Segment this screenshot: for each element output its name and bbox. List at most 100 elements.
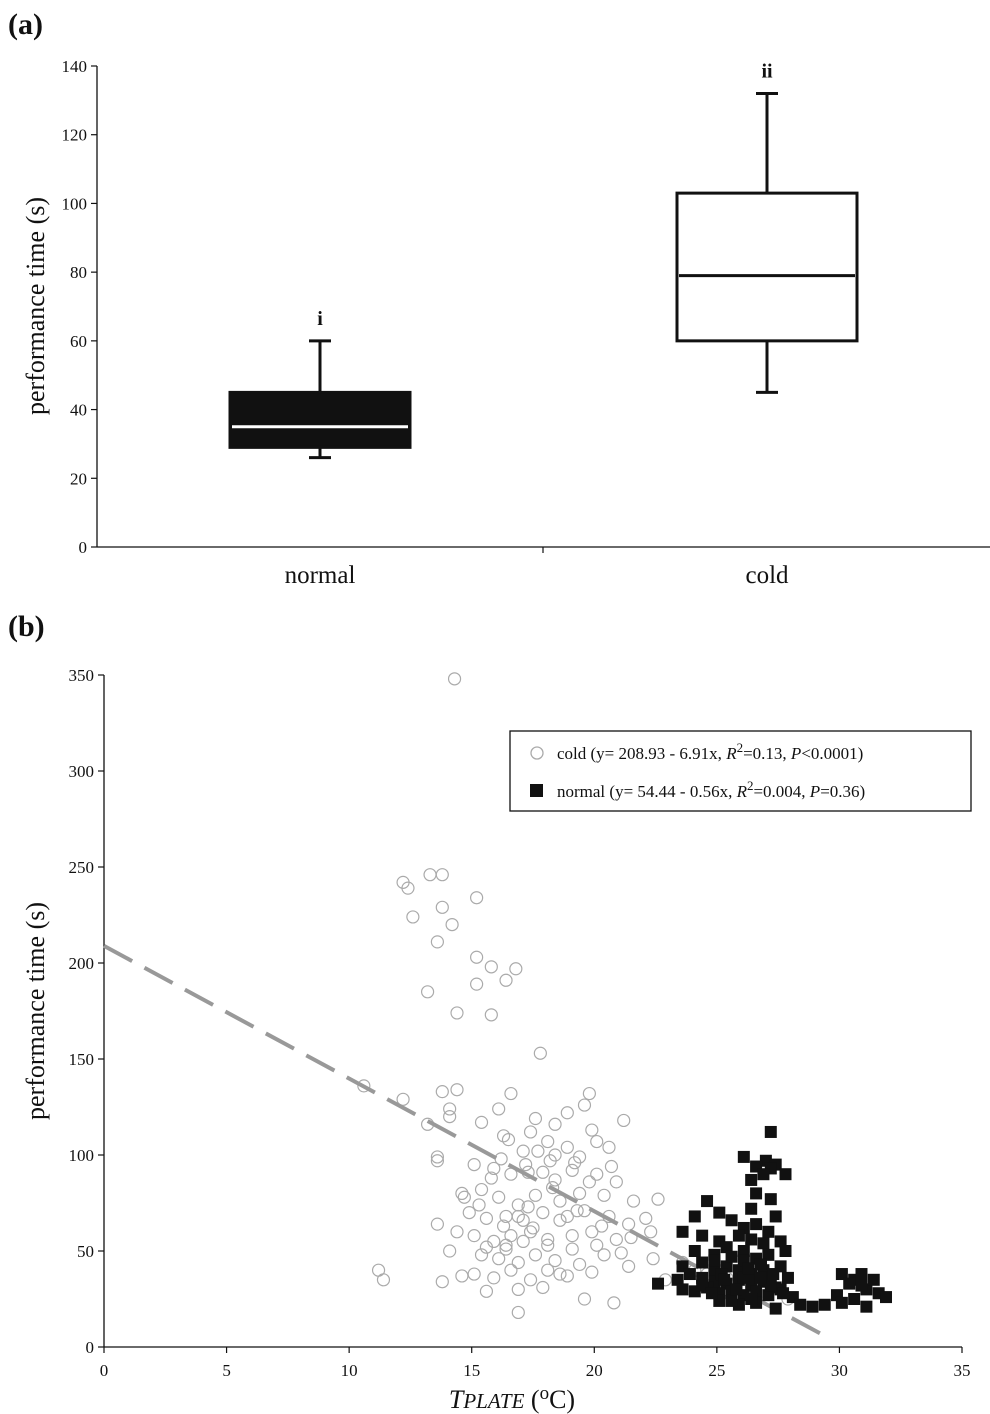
cold-point	[455, 1269, 469, 1283]
cold-point	[548, 1253, 562, 1268]
cold-point	[499, 1242, 513, 1256]
panel-b-x-tick-label: 10	[341, 1361, 358, 1380]
cold-point	[447, 672, 462, 686]
cold-point	[622, 1259, 636, 1273]
panel-b-x-ticks: 0 5 10 15 20 25 30 35	[100, 1347, 971, 1380]
cold-point	[577, 1098, 592, 1112]
cold-point	[609, 1232, 623, 1247]
cold-point	[536, 1205, 550, 1220]
box-cold: ii	[675, 60, 859, 394]
panel-a-label: (a)	[8, 8, 43, 41]
cold-point	[511, 1209, 525, 1224]
normal-point	[762, 1248, 775, 1261]
cold-point	[462, 1205, 476, 1220]
cold-point	[492, 1190, 506, 1204]
cold-point	[516, 1213, 530, 1227]
cold-point	[443, 1102, 457, 1116]
legend-cold-p: P	[790, 744, 801, 763]
cold-point	[450, 1225, 464, 1239]
cold-point	[570, 1204, 584, 1218]
normal-point	[732, 1229, 745, 1242]
cold-point	[450, 1083, 464, 1097]
cold-point	[470, 950, 484, 964]
normal-point	[737, 1150, 750, 1163]
normal-point	[757, 1168, 770, 1181]
cold-point	[560, 1269, 574, 1283]
panel-b-x-tick-label: 5	[222, 1361, 231, 1380]
cold-point	[609, 1175, 623, 1189]
panel-b-x-tick-label: 35	[954, 1361, 971, 1380]
cold-point	[430, 1150, 444, 1164]
panel-b-y-tick-label: 350	[69, 666, 95, 685]
legend-normal-eq: normal (y= 54.44 - 0.56x,	[557, 782, 737, 801]
panel-b-x-tick-label: 20	[586, 1361, 603, 1380]
legend-cold-p-value: <0.0001)	[801, 744, 863, 763]
cold-point	[496, 1129, 511, 1143]
cold-point	[479, 1240, 494, 1254]
cold-point	[541, 1134, 555, 1149]
cold-point	[511, 1282, 525, 1297]
cold-point	[614, 1246, 628, 1260]
cold-point	[523, 1125, 538, 1139]
cold-point	[553, 1213, 567, 1227]
normal-point	[764, 1125, 777, 1138]
legend-normal-text: normal (y= 54.44 - 0.56x, R2=0.004, P=0.…	[557, 778, 865, 801]
panel-a-y-tick-label: 40	[70, 401, 87, 420]
cold-point	[639, 1211, 653, 1225]
normal-point	[696, 1256, 709, 1269]
panel-a-y-tick-label: 100	[62, 194, 88, 213]
cold-point	[499, 1238, 513, 1252]
cold-point	[467, 1157, 481, 1172]
category-label-normal: normal	[285, 562, 356, 589]
cold-point	[430, 1217, 444, 1231]
cold-point	[435, 900, 449, 914]
cold-point	[560, 1106, 574, 1120]
cold-point	[396, 1092, 410, 1106]
cold-point	[472, 1198, 486, 1212]
normal-point	[794, 1298, 807, 1311]
normal-point	[835, 1296, 848, 1309]
cold-point	[504, 1263, 518, 1277]
normal-point	[725, 1294, 738, 1307]
panel-a-y-tick-label: 120	[62, 126, 88, 145]
panel-b-y-tick-label: 0	[86, 1338, 95, 1357]
panel-a-category-labels: normal cold	[285, 562, 789, 589]
normal-point	[867, 1273, 880, 1286]
cold-point	[565, 1229, 579, 1243]
legend-cold-marker	[530, 746, 544, 760]
cold-point	[626, 1194, 641, 1208]
cold-point	[553, 1267, 567, 1281]
normal-point	[676, 1225, 689, 1238]
cold-point	[519, 1157, 533, 1172]
cold-point	[435, 1275, 449, 1289]
x-title-units-post: C)	[549, 1385, 575, 1414]
cold-point	[457, 1190, 471, 1204]
normal-point	[725, 1250, 738, 1263]
cold-point	[526, 1221, 540, 1235]
normal-point	[688, 1210, 701, 1223]
cold-point	[435, 868, 449, 882]
panel-b-y-tick-label: 250	[69, 858, 95, 877]
normal-point	[781, 1271, 794, 1284]
normal-point	[750, 1187, 763, 1200]
cold-point	[445, 917, 459, 932]
cold-point	[499, 973, 513, 987]
panel-b-x-tick-label: 15	[463, 1361, 480, 1380]
cold-point	[479, 1284, 494, 1298]
cold-point	[617, 1113, 631, 1128]
x-title-units-sup: o	[540, 1383, 550, 1404]
cold-point	[646, 1252, 660, 1266]
panel-a-y-tick-label: 20	[70, 469, 87, 488]
cold-point	[492, 1252, 506, 1266]
box-body	[228, 390, 412, 449]
cold-point	[470, 977, 484, 991]
cold-point	[474, 1115, 489, 1129]
cold-point	[560, 1140, 574, 1154]
normal-point	[767, 1268, 780, 1281]
panel-b-y-tick-label: 150	[69, 1050, 95, 1069]
cold-point	[487, 1271, 501, 1285]
panel-b-y-tick-label: 300	[69, 762, 95, 781]
cold-point	[474, 1182, 489, 1197]
cold-point	[565, 1163, 579, 1177]
